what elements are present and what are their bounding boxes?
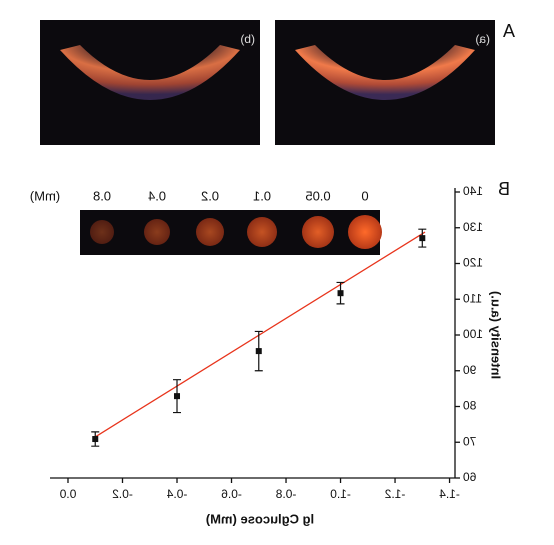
inset-photo	[80, 210, 380, 255]
y-tick-label: 140	[463, 184, 483, 198]
y-tick-label: 60	[463, 470, 477, 484]
data-point	[255, 348, 262, 355]
x-tick-label: 0.0	[59, 487, 76, 501]
y-tick-label: 70	[463, 434, 477, 448]
photo-label: (a)	[475, 32, 490, 46]
data-point	[174, 393, 181, 400]
x-tick-label: -0.8	[275, 487, 296, 501]
inset-label: 0.05	[305, 188, 330, 203]
y-tick-label: 100	[463, 327, 483, 341]
photo-panels	[40, 20, 495, 145]
x-tick-label: -0.6	[221, 487, 242, 501]
inset-dot	[247, 217, 277, 247]
inset-dot	[144, 219, 170, 245]
x-tick-label: -1.2	[384, 487, 405, 501]
inset-label: 0.8	[93, 188, 111, 203]
y-tick-label: 130	[463, 220, 483, 234]
y-tick-label: 110	[463, 291, 482, 305]
fit-line	[94, 231, 426, 438]
panel-label: B	[498, 179, 510, 199]
inset-label: 0.2	[201, 188, 219, 203]
inset-dot	[348, 215, 382, 249]
photo-fan	[295, 45, 475, 100]
data-point	[92, 436, 99, 443]
x-tick-label: -0.2	[112, 487, 133, 501]
x-tick-label: -1.4	[439, 487, 460, 501]
y-tick-label: 120	[463, 256, 483, 270]
inset-dot	[196, 218, 224, 246]
data-point	[419, 235, 426, 242]
y-axis-label: Intensity (a.u.)	[489, 291, 504, 379]
y-tick-label: 80	[463, 399, 477, 413]
photo-label: (b)	[240, 32, 255, 46]
inset-dot	[302, 216, 334, 248]
x-tick-label: -1.0	[330, 487, 351, 501]
inset-label: 0.1	[253, 188, 271, 203]
x-axis-label: lg Cglucose (mM)	[206, 511, 314, 526]
x-tick-label: -0.4	[166, 487, 187, 501]
inset-label: 0	[361, 188, 368, 203]
inset-unit: (mM)	[30, 188, 60, 203]
inset-label: 0.4	[148, 188, 166, 203]
inset-dot	[90, 220, 114, 244]
y-tick-label: 90	[463, 363, 477, 377]
panel-label: A	[503, 21, 515, 41]
photo-fan	[60, 45, 240, 100]
data-point	[337, 290, 344, 297]
